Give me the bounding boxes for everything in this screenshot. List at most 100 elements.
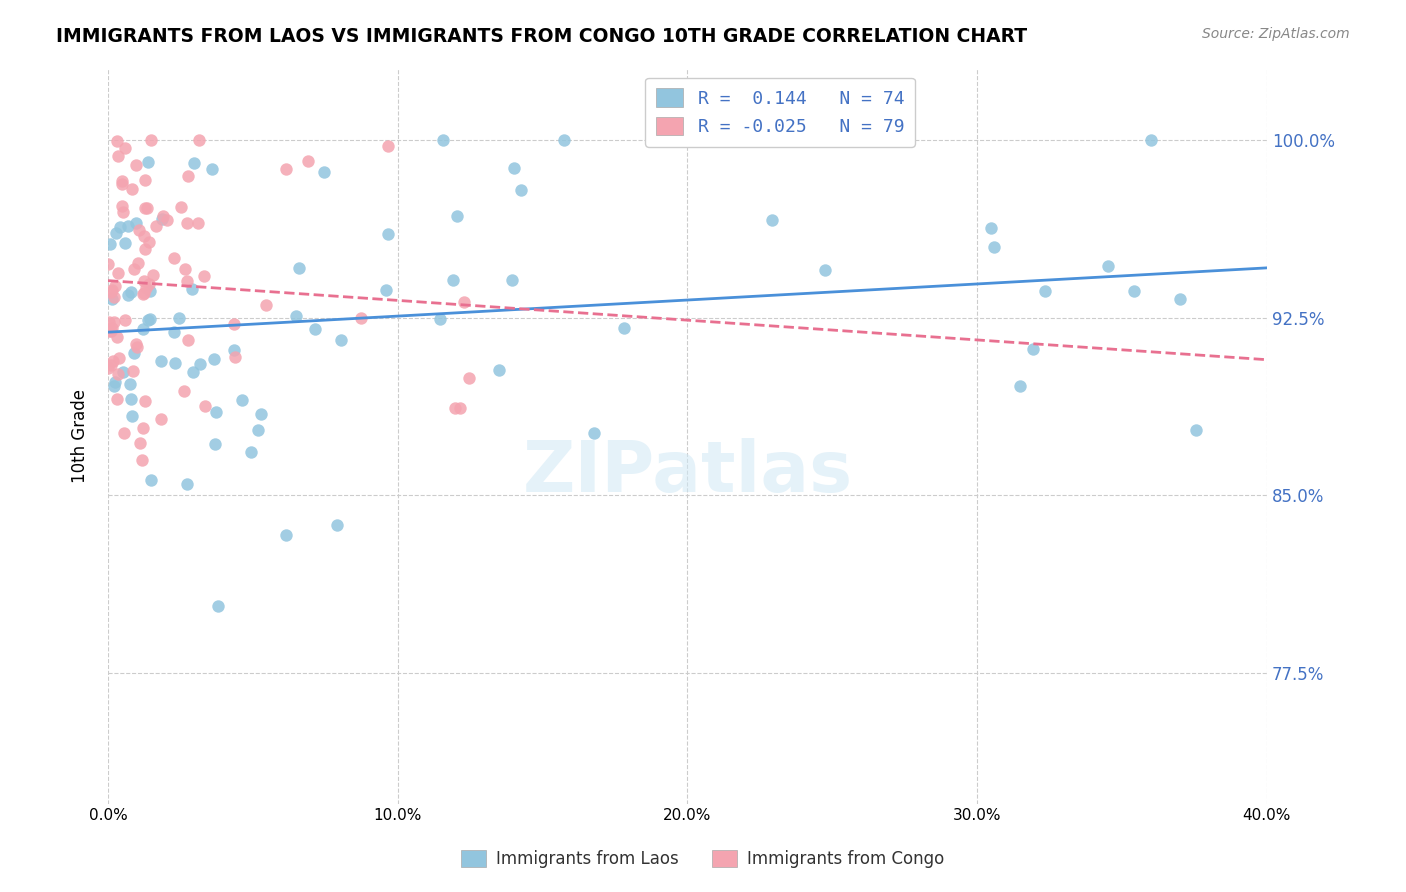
Y-axis label: 10th Grade: 10th Grade bbox=[72, 389, 89, 483]
Point bbox=[449, 401, 471, 416]
Point bbox=[111, 205, 134, 219]
Point bbox=[141, 473, 163, 487]
Point bbox=[202, 352, 225, 367]
Point bbox=[125, 337, 148, 351]
Point bbox=[134, 201, 156, 215]
Point bbox=[114, 313, 136, 327]
Point bbox=[375, 284, 398, 298]
Point bbox=[120, 285, 142, 299]
Point bbox=[103, 290, 125, 304]
Point bbox=[510, 183, 533, 197]
Point bbox=[97, 360, 120, 375]
Point bbox=[1140, 133, 1163, 147]
Point bbox=[131, 421, 153, 435]
Point bbox=[503, 161, 526, 175]
Legend: Immigrants from Laos, Immigrants from Congo: Immigrants from Laos, Immigrants from Co… bbox=[454, 843, 952, 875]
Point bbox=[429, 311, 451, 326]
Point bbox=[183, 156, 205, 170]
Point bbox=[117, 219, 139, 234]
Point bbox=[104, 279, 127, 293]
Point bbox=[132, 286, 155, 301]
Point bbox=[97, 257, 120, 271]
Text: ZIPatlas: ZIPatlas bbox=[523, 438, 852, 508]
Point bbox=[124, 158, 146, 172]
Point bbox=[100, 285, 122, 299]
Point bbox=[132, 228, 155, 243]
Point bbox=[304, 322, 326, 336]
Point bbox=[139, 312, 162, 326]
Point bbox=[297, 153, 319, 168]
Point bbox=[350, 311, 373, 326]
Point bbox=[149, 353, 172, 368]
Point bbox=[176, 274, 198, 288]
Point bbox=[100, 321, 122, 335]
Point bbox=[176, 333, 198, 347]
Point bbox=[224, 350, 246, 364]
Point bbox=[118, 376, 141, 391]
Point bbox=[139, 284, 162, 298]
Point bbox=[276, 528, 298, 542]
Point bbox=[285, 309, 308, 323]
Point bbox=[134, 173, 156, 187]
Point bbox=[1168, 292, 1191, 306]
Point bbox=[108, 220, 131, 235]
Point bbox=[194, 399, 217, 413]
Point bbox=[205, 405, 228, 419]
Point bbox=[127, 339, 149, 353]
Point bbox=[193, 269, 215, 284]
Point bbox=[107, 149, 129, 163]
Point bbox=[136, 313, 159, 327]
Point bbox=[100, 358, 122, 372]
Point bbox=[582, 426, 605, 441]
Point bbox=[204, 437, 226, 451]
Point bbox=[121, 392, 143, 406]
Point bbox=[142, 268, 165, 283]
Point bbox=[330, 333, 353, 347]
Point bbox=[457, 371, 479, 385]
Point bbox=[122, 364, 145, 378]
Point bbox=[107, 351, 129, 365]
Point bbox=[432, 133, 454, 147]
Point bbox=[100, 324, 122, 338]
Point bbox=[1033, 285, 1056, 299]
Point bbox=[145, 219, 167, 233]
Point bbox=[377, 227, 399, 241]
Point bbox=[103, 315, 125, 329]
Point bbox=[254, 298, 277, 312]
Point bbox=[222, 343, 245, 358]
Point bbox=[163, 252, 186, 266]
Point bbox=[121, 182, 143, 196]
Point bbox=[441, 273, 464, 287]
Point bbox=[101, 283, 124, 297]
Point bbox=[152, 210, 174, 224]
Point bbox=[553, 133, 575, 147]
Point bbox=[239, 445, 262, 459]
Point bbox=[181, 365, 204, 379]
Point bbox=[104, 226, 127, 240]
Point bbox=[162, 325, 184, 339]
Point bbox=[138, 235, 160, 250]
Point bbox=[111, 177, 134, 191]
Point bbox=[1008, 379, 1031, 393]
Point bbox=[501, 273, 523, 287]
Point bbox=[112, 365, 135, 379]
Point bbox=[132, 274, 155, 288]
Point bbox=[122, 262, 145, 277]
Point bbox=[983, 240, 1005, 254]
Point bbox=[107, 367, 129, 381]
Point bbox=[136, 201, 159, 215]
Point bbox=[288, 260, 311, 275]
Point bbox=[180, 282, 202, 296]
Point bbox=[134, 393, 156, 408]
Point bbox=[117, 288, 139, 302]
Point bbox=[453, 295, 475, 310]
Point bbox=[446, 209, 468, 223]
Point bbox=[207, 599, 229, 613]
Text: IMMIGRANTS FROM LAOS VS IMMIGRANTS FROM CONGO 10TH GRADE CORRELATION CHART: IMMIGRANTS FROM LAOS VS IMMIGRANTS FROM … bbox=[56, 27, 1028, 45]
Point bbox=[187, 216, 209, 230]
Point bbox=[131, 322, 153, 336]
Point bbox=[101, 293, 124, 307]
Point bbox=[112, 425, 135, 440]
Point bbox=[134, 286, 156, 301]
Point bbox=[97, 315, 120, 329]
